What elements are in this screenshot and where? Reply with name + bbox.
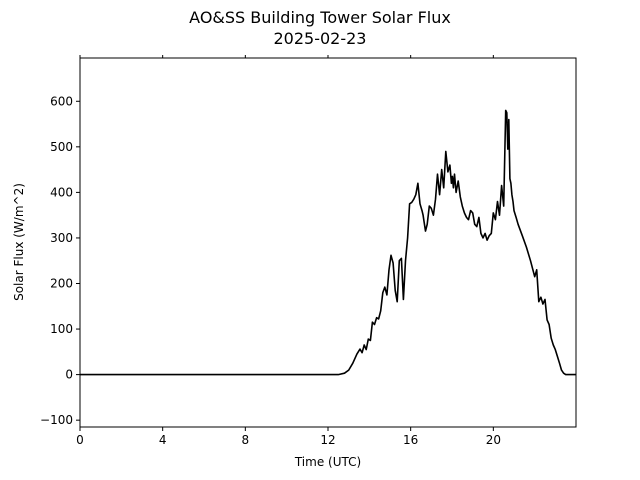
y-tick-label: 500	[50, 140, 73, 154]
y-tick-label: 300	[50, 231, 73, 245]
x-tick-label: 0	[76, 433, 84, 447]
x-tick-label: 12	[320, 433, 335, 447]
chart-title: AO&SS Building Tower Solar Flux	[189, 8, 451, 27]
y-tick-label: 0	[65, 368, 73, 382]
y-tick-label: 400	[50, 185, 73, 199]
x-axis: 0 4 8 12 16 20	[76, 55, 501, 447]
x-tick-label: 8	[242, 433, 250, 447]
x-tick-label: 16	[403, 433, 418, 447]
x-tick-label: 20	[486, 433, 501, 447]
y-tick-label: 100	[50, 322, 73, 336]
chart-subtitle: 2025-02-23	[274, 29, 367, 48]
y-tick-label: 600	[50, 94, 73, 108]
y-tick-label: −100	[40, 413, 73, 427]
solar-flux-series-line	[80, 109, 576, 376]
x-axis-label: Time (UTC)	[294, 455, 361, 469]
plot-frame	[79, 57, 577, 428]
y-axis: −100 0 100 200 300 400 500 600	[40, 94, 80, 427]
y-axis-label: Solar Flux (W/m^2)	[12, 183, 26, 301]
y-tick-label: 200	[50, 277, 73, 291]
x-tick-label: 4	[159, 433, 167, 447]
